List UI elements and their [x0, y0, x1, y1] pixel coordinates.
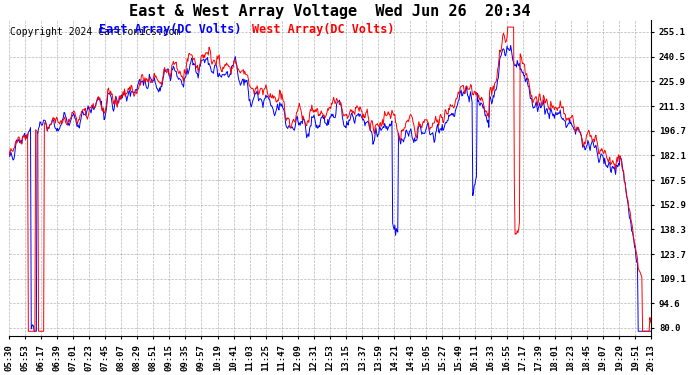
West Array(DC Volts): [504, 25, 512, 29]
West Array(DC Volts): [430, 121, 438, 125]
West Array(DC Volts): [421, 117, 429, 122]
West Array(DC Volts): [5, 146, 13, 150]
East Array(DC Volts): [647, 329, 655, 333]
Line: West Array(DC Volts): West Array(DC Volts): [9, 27, 651, 331]
West Array(DC Volts): [129, 90, 137, 95]
West Array(DC Volts): [86, 105, 95, 110]
East Array(DC Volts): [30, 329, 39, 333]
West Array(DC Volts): [252, 86, 260, 90]
Line: East Array(DC Volts): East Array(DC Volts): [9, 45, 651, 331]
East Array(DC Volts): [506, 43, 515, 48]
Legend: East Array(DC Volts), West Array(DC Volts): East Array(DC Volts), West Array(DC Volt…: [98, 23, 395, 36]
East Array(DC Volts): [430, 140, 438, 145]
East Array(DC Volts): [421, 131, 429, 136]
West Array(DC Volts): [24, 329, 32, 333]
East Array(DC Volts): [380, 125, 388, 130]
West Array(DC Volts): [380, 116, 388, 120]
East Array(DC Volts): [86, 108, 95, 112]
West Array(DC Volts): [647, 321, 655, 326]
East Array(DC Volts): [129, 90, 137, 95]
Title: East & West Array Voltage  Wed Jun 26  20:34: East & West Array Voltage Wed Jun 26 20:…: [129, 4, 531, 19]
Text: Copyright 2024 Cartronics.com: Copyright 2024 Cartronics.com: [10, 27, 180, 37]
East Array(DC Volts): [5, 152, 13, 156]
East Array(DC Volts): [252, 92, 260, 96]
